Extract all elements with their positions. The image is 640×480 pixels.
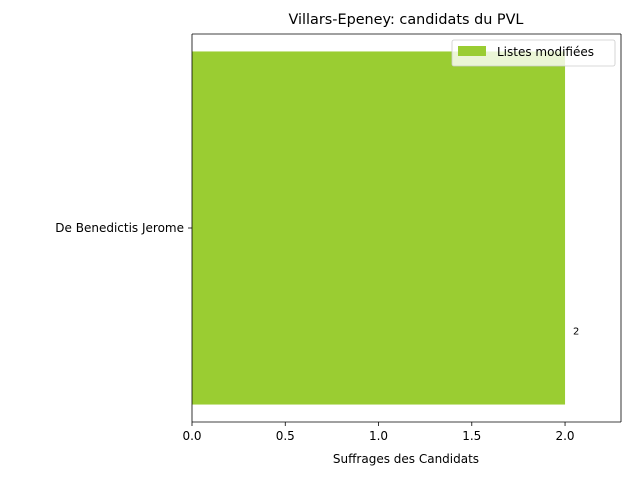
legend-swatch [458,46,486,56]
data-labels: 2 [573,326,579,337]
bar [192,51,566,405]
x-tick-label: 1.5 [462,429,481,443]
legend: Listes modifiées [451,39,616,67]
bars-layer [192,51,566,405]
y-tick-label: De Benedictis Jerome [55,221,184,235]
x-ticks: 0.0 0.5 1.0 1.5 2.0 [182,422,575,443]
x-tick-label: 0.0 [182,429,201,443]
legend-box [451,39,616,67]
x-tick-label: 1.0 [369,429,388,443]
data-label: 2 [573,326,579,337]
chart-title: Villars-Epeney: candidats du PVL [289,12,524,28]
x-tick-label: 2.0 [555,429,574,443]
legend-label: Listes modifiées [497,45,594,59]
axes-frame [191,33,622,423]
x-tick-label: 0.5 [276,429,295,443]
x-axis-label: Suffrages des Candidats [333,452,479,466]
y-tick-labels: De Benedictis Jerome [55,221,192,235]
